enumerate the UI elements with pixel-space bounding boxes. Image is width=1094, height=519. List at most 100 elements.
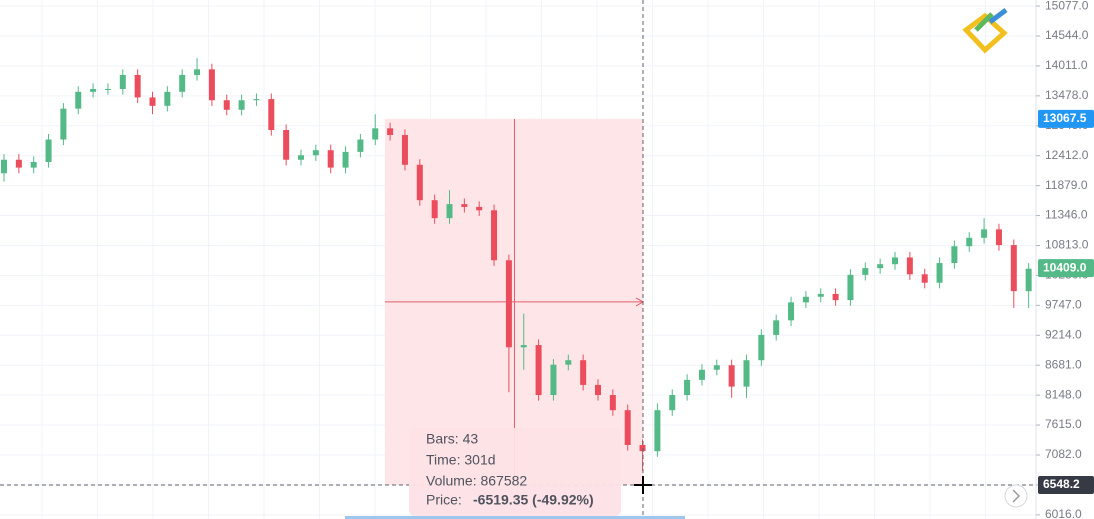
candle-body [1,159,7,174]
candle-body [268,99,275,130]
candle-body [60,108,67,140]
candle-body [90,88,97,92]
candle-body [179,74,186,92]
candle-body [609,395,616,411]
candle-body [45,139,52,162]
candle-body [936,263,943,283]
candle-body [580,360,587,385]
cursor [634,475,652,494]
candle-body [75,91,82,109]
candle-body [134,74,141,98]
candle-body [1025,268,1032,292]
candle-body [951,246,958,264]
measure-price-change: -6519.35 (-49.92%) [473,492,594,508]
candle-body [788,302,795,321]
measure-volume: Volume: 867582 [426,473,527,489]
candle-body [832,293,839,301]
candle-body [906,257,913,275]
candle-body [238,100,245,110]
candle-body [624,410,631,445]
candle-body [505,260,512,348]
y-tick-label: 14544.0 [1045,28,1089,42]
candle-body [1010,245,1017,292]
price-badge [1038,259,1094,278]
candle-body [698,369,705,380]
candle-body [817,293,824,297]
candle-body [372,128,379,140]
y-tick-label: 14011.0 [1045,58,1088,72]
candle-body [327,150,334,168]
candle-body [654,410,661,452]
y-tick-label: 10813.0 [1045,238,1089,252]
candle-body [119,74,126,89]
candle-body [416,164,423,201]
candle-body [208,69,215,101]
candle-body [446,204,453,219]
candle-body [283,129,290,160]
candle-body [565,360,572,365]
y-tick-label: 9214.0 [1045,327,1082,341]
candle-body [684,379,691,396]
measure-time: Time: 301d [426,452,496,468]
candle-body [164,91,171,106]
candle-body [595,384,601,396]
candle-body [966,237,973,247]
y-tick-label: 11346.0 [1045,208,1088,222]
price-badge [1038,109,1094,128]
candle-body [253,99,260,101]
candle-body [104,88,111,90]
candle-body [387,128,394,136]
candle-body [491,210,498,261]
candle-body [461,204,468,207]
y-tick-label: 15077.0 [1045,0,1089,12]
candle-body [550,364,557,396]
scroll-button[interactable] [1004,484,1028,508]
candle-body [728,365,735,387]
measure-price-label: Price: [426,492,462,508]
y-tick-label: 12412.0 [1045,148,1089,162]
candle-body [862,268,869,275]
candle-body [847,274,854,301]
candle-body [476,206,483,211]
candle-body [223,100,230,110]
candle-body [149,97,156,106]
price-badge-label: 10409.0 [1043,260,1087,274]
candle-body [743,360,750,387]
candle-body [298,155,304,160]
candle-body [194,69,201,75]
measure-info-box [409,428,621,516]
y-tick-label: 7082.0 [1045,447,1082,461]
price-badge-label: 6548.2 [1043,477,1080,491]
candle-body [773,320,780,335]
candle-body [431,200,438,219]
candle-body [401,135,408,165]
candle-body [312,150,319,156]
candle-body [535,345,542,396]
y-tick-label: 13478.0 [1045,88,1089,102]
price-badge-label: 13067.5 [1043,111,1087,125]
candle-body [30,161,37,168]
candle-body [15,159,22,168]
candle-body [357,139,364,152]
y-tick-label: 8681.0 [1045,357,1082,371]
candle-body [981,229,988,238]
y-tick-label: 6016.0 [1045,507,1082,519]
candle-body [921,274,928,283]
candle-body [877,264,884,269]
candle-body [342,151,349,168]
candle-body [995,229,1002,246]
candle-body [713,365,720,370]
candle-body [669,395,676,411]
logo [962,8,1008,54]
time-axis-highlight [345,516,685,519]
candle-body [892,257,898,265]
y-tick-label: 7615.0 [1045,417,1082,431]
y-tick-label: 9747.0 [1045,298,1082,312]
candle-body [520,345,527,348]
y-tick-label: 11879.0 [1045,178,1088,192]
candle-body [802,296,809,303]
candle-body [758,334,765,361]
measure-bars: Bars: 43 [426,431,478,447]
